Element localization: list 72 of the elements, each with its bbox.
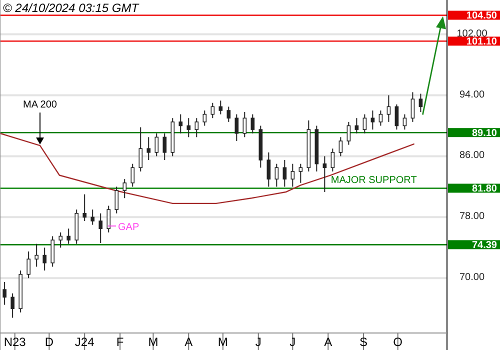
candlestick bbox=[266, 152, 271, 188]
candlestick bbox=[394, 104, 399, 130]
text: MA 200 bbox=[23, 100, 58, 111]
candlestick bbox=[354, 118, 359, 134]
candlestick bbox=[290, 163, 295, 188]
candlestick bbox=[154, 132, 159, 157]
y-tick-label: 94.00 bbox=[459, 89, 485, 100]
candlestick bbox=[202, 110, 207, 126]
annotation: © 24/10/2024 03:15 GMT bbox=[3, 1, 140, 15]
ref-line-label: 81.80 bbox=[472, 184, 498, 195]
candlestick bbox=[26, 250, 30, 279]
y-tick-label: 78.00 bbox=[459, 211, 485, 222]
x-tick-label: N23 bbox=[4, 335, 26, 349]
candlestick bbox=[418, 93, 423, 113]
x-tick-label: J bbox=[290, 335, 296, 349]
candlestick bbox=[370, 110, 375, 130]
y-tick-label: 70.00 bbox=[459, 272, 485, 284]
candlestick bbox=[106, 205, 111, 233]
x-tick-label: M bbox=[218, 335, 228, 349]
x-tick-label: S bbox=[360, 335, 368, 349]
candlestick bbox=[210, 102, 215, 119]
candlestick bbox=[162, 132, 167, 161]
candlestick bbox=[50, 236, 54, 268]
candlestick bbox=[194, 118, 199, 138]
candlestick bbox=[122, 178, 127, 199]
annotation: GAP bbox=[118, 222, 140, 233]
candlestick bbox=[274, 163, 279, 188]
x-tick-label: M bbox=[148, 335, 158, 349]
candlestick bbox=[90, 209, 94, 226]
x-tick-label: A bbox=[324, 335, 332, 349]
candlestick bbox=[42, 247, 46, 272]
candlestick bbox=[178, 114, 183, 134]
candlestick bbox=[242, 112, 247, 138]
x-tick-label: D bbox=[44, 335, 54, 349]
x-tick-label: A bbox=[184, 335, 193, 349]
candlestick bbox=[338, 136, 343, 157]
ref-line-label: 89.10 bbox=[472, 128, 498, 140]
candlestick bbox=[58, 232, 62, 248]
candlestick bbox=[322, 156, 327, 193]
x-tick-label: O bbox=[393, 335, 403, 349]
x-tick-label: F bbox=[116, 335, 124, 349]
candlestick bbox=[2, 281, 6, 306]
candlestick bbox=[130, 163, 135, 188]
candlestick bbox=[186, 118, 191, 138]
y-tick-label: 86.00 bbox=[459, 150, 485, 162]
candlestick bbox=[402, 114, 407, 130]
candlestick bbox=[138, 126, 143, 172]
candlestick bbox=[250, 114, 255, 134]
candlestick bbox=[226, 106, 231, 122]
ref-line-label: 104.50 bbox=[466, 10, 498, 22]
candlestick bbox=[234, 114, 239, 142]
ref-line-label: 74.39 bbox=[472, 240, 498, 252]
x-tick-label: J bbox=[255, 335, 262, 349]
x-tick-label: J24 bbox=[74, 335, 95, 349]
candlestick bbox=[386, 94, 391, 122]
candlestick bbox=[218, 100, 223, 115]
candlestick bbox=[362, 114, 367, 134]
candlestick bbox=[282, 160, 287, 188]
candlestick bbox=[410, 92, 415, 122]
candlestick bbox=[10, 292, 14, 318]
candlestick bbox=[346, 121, 351, 146]
annotation: MAJOR SUPPORT bbox=[330, 175, 417, 186]
candlestick bbox=[330, 148, 335, 172]
candlestick bbox=[98, 212, 103, 244]
candlestick bbox=[114, 186, 119, 214]
candlestick bbox=[378, 110, 383, 126]
candlestick bbox=[34, 243, 38, 268]
candlestick bbox=[82, 194, 86, 222]
candlestick bbox=[146, 136, 151, 161]
candlestick bbox=[66, 228, 70, 244]
candlestick bbox=[298, 163, 303, 184]
ref-line-label: 101.10 bbox=[466, 36, 498, 48]
